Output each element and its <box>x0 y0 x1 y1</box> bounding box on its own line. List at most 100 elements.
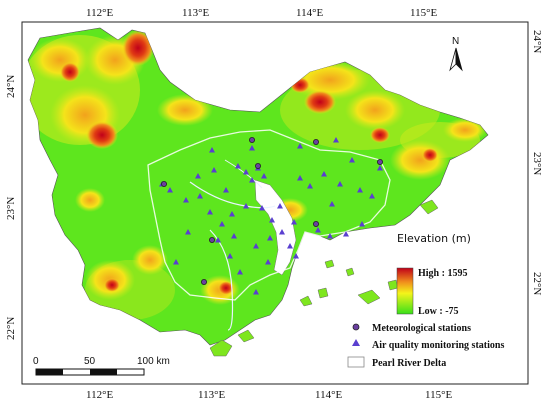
air-quality-station-marker <box>297 143 303 149</box>
triangle-marker-icon <box>352 339 360 346</box>
bottom-label-114e: 114°E <box>315 389 342 401</box>
air-quality-station-marker <box>223 187 229 193</box>
air-quality-station-marker <box>333 137 339 143</box>
scale-label-50: 50 <box>84 356 96 367</box>
air-quality-station-marker <box>307 183 313 189</box>
meteorological-stations-layer <box>160 136 383 285</box>
air-quality-station-marker <box>207 209 213 215</box>
offshore-islands <box>209 199 439 357</box>
air-quality-station-marker <box>249 177 255 183</box>
air-quality-station-marker <box>253 289 259 295</box>
meteorological-station-marker <box>312 138 319 145</box>
air-quality-station-marker <box>277 203 283 209</box>
air-quality-station-marker <box>267 235 273 241</box>
air-quality-station-marker <box>327 233 333 239</box>
scale-label-0: 0 <box>33 356 39 367</box>
legend-item-prd: Pearl River Delta <box>347 356 446 369</box>
air-quality-station-marker <box>297 175 303 181</box>
graticule-right-labels: 24°N 23°N 22°N <box>531 30 543 295</box>
top-label-114e: 114°E <box>296 7 323 19</box>
meteorological-station-marker <box>376 158 383 165</box>
air-quality-station-marker <box>329 201 335 207</box>
legend-item-air-quality: Air quality monitoring stations <box>352 339 504 351</box>
air-quality-stations-layer <box>159 137 383 295</box>
circle-marker-icon <box>352 323 360 331</box>
air-quality-station-marker <box>219 221 225 227</box>
air-quality-station-marker <box>215 237 221 243</box>
meteorological-station-marker <box>254 162 261 169</box>
legend-title: Elevation (m) <box>397 232 471 245</box>
scale-label-100km: 100 km <box>137 356 170 367</box>
air-quality-station-marker <box>337 181 343 187</box>
air-quality-station-marker <box>237 269 243 275</box>
left-label-24n: 24°N <box>5 75 17 98</box>
top-label-112e: 112°E <box>86 7 113 19</box>
legend-high-label: High : 1595 <box>418 268 467 279</box>
estuary-water <box>254 179 297 276</box>
legend-item-meteorological: Meteorological stations <box>352 323 471 334</box>
air-quality-station-marker <box>167 187 173 193</box>
pearl-river-delta-boundary <box>147 129 391 301</box>
air-quality-station-marker <box>359 221 365 227</box>
top-label-115e: 115°E <box>410 7 437 19</box>
air-quality-station-marker <box>197 193 203 199</box>
air-quality-station-marker <box>269 217 275 223</box>
bottom-label-115e: 115°E <box>425 389 452 401</box>
meteorological-station-marker <box>160 180 167 187</box>
north-arrow-right-icon <box>455 47 463 72</box>
air-quality-station-marker <box>357 187 363 193</box>
air-quality-station-marker <box>293 253 299 259</box>
legend: Elevation (m) High : 1595 Low : -75 Mete… <box>347 232 504 369</box>
right-label-22n: 22°N <box>531 272 543 295</box>
air-quality-station-marker <box>183 197 189 203</box>
map-frame <box>21 21 529 385</box>
outline-box-icon <box>347 356 365 368</box>
right-label-23n: 23°N <box>531 152 543 175</box>
meteorological-station-marker <box>200 278 207 285</box>
elevation-raster <box>27 27 489 357</box>
air-quality-station-marker <box>291 219 297 225</box>
legend-label-air-quality: Air quality monitoring stations <box>372 340 504 351</box>
air-quality-station-marker <box>265 259 271 265</box>
legend-low-label: Low : -75 <box>418 306 459 317</box>
air-quality-station-marker <box>279 229 285 235</box>
meteorological-station-marker <box>312 220 319 227</box>
air-quality-station-marker <box>227 253 233 259</box>
air-quality-station-marker <box>249 145 255 151</box>
air-quality-station-marker <box>259 205 265 211</box>
air-quality-station-marker <box>195 173 201 179</box>
graticule-left-labels: 24°N 23°N 22°N <box>5 75 17 340</box>
air-quality-station-marker <box>243 169 249 175</box>
air-quality-station-marker <box>369 193 375 199</box>
air-quality-station-marker <box>321 171 327 177</box>
air-quality-station-marker <box>253 243 259 249</box>
elevation-color-ramp <box>396 267 414 315</box>
graticule-bottom-labels: 112°E 113°E 114°E 115°E <box>86 389 452 401</box>
right-label-24n: 24°N <box>531 30 543 53</box>
air-quality-station-marker <box>261 173 267 179</box>
legend-label-prd: Pearl River Delta <box>372 358 446 369</box>
air-quality-station-marker <box>377 165 383 171</box>
meteorological-station-marker <box>248 136 255 143</box>
air-quality-station-marker <box>315 227 321 233</box>
graticule-top-labels: 112°E 113°E 114°E 115°E <box>86 7 437 19</box>
north-arrow-label: N <box>452 36 459 47</box>
air-quality-station-marker <box>231 233 237 239</box>
bottom-label-113e: 113°E <box>198 389 225 401</box>
scale-bar: 0 50 100 km <box>33 356 170 376</box>
legend-label-meteorological: Meteorological stations <box>372 323 471 334</box>
air-quality-station-marker <box>173 259 179 265</box>
north-arrow-left-icon <box>449 47 457 72</box>
north-arrow: N <box>449 36 463 72</box>
left-label-23n: 23°N <box>5 197 17 220</box>
air-quality-station-marker <box>235 163 241 169</box>
left-label-22n: 22°N <box>5 317 17 340</box>
air-quality-station-marker <box>343 231 349 237</box>
air-quality-station-marker <box>243 203 249 209</box>
air-quality-station-marker <box>209 147 215 153</box>
bottom-label-112e: 112°E <box>86 389 113 401</box>
meteorological-station-marker <box>208 236 215 243</box>
air-quality-station-marker <box>211 167 217 173</box>
top-label-113e: 113°E <box>182 7 209 19</box>
